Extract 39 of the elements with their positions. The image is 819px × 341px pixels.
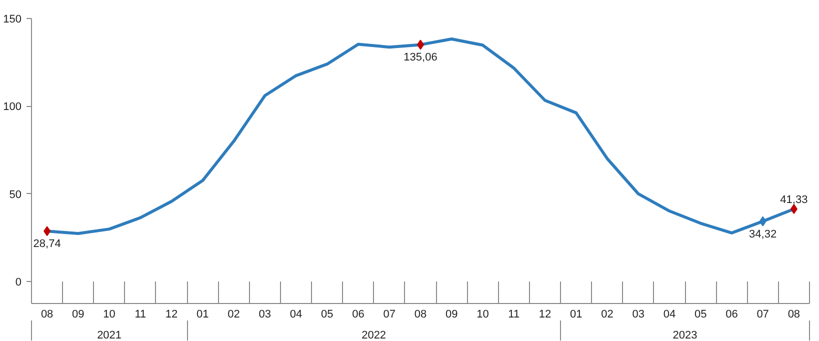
x-tick-label: 01 [196,308,209,320]
point [759,216,766,226]
data-label: 28,74 [33,238,61,250]
x-tick-label: 04 [663,308,676,320]
x-tick-label: 12 [165,308,178,320]
x-tick-label: 02 [601,308,614,320]
x-tick-label: 04 [290,308,302,320]
x-tick-label: 05 [694,308,707,320]
data-label: 135,06 [404,52,438,64]
x-tick-label: 07 [756,308,769,320]
x-tick-label: 05 [321,308,334,320]
x-tick-label: 08 [414,308,427,320]
point [790,204,798,214]
data-label: 41,33 [780,194,808,206]
x-tick-label: 01 [570,308,582,320]
x-tick-label: 03 [258,308,272,320]
y-tick-label: 150 [3,14,22,26]
x-tick-label: 08 [788,308,800,320]
text: 2023 [672,330,698,341]
x-tick-label: 06 [352,308,364,320]
x-tick-label: 09 [72,308,84,320]
x-tick-label: 10 [476,308,489,320]
x-tick-label: 09 [446,308,458,320]
y-tick-label: 0 [15,276,22,288]
x-tick-label: 02 [228,308,240,320]
x-tick-label: 07 [383,308,396,320]
data-label: 34,32 [749,228,777,240]
point [44,226,51,236]
x-tick-label: 10 [103,308,116,320]
x-tick-label: 08 [40,308,54,320]
x-tick-label: 11 [508,308,520,320]
y-tick-label: 50 [9,188,22,201]
y-tick-label: 100 [3,101,22,114]
x-tick-label: 03 [632,308,644,320]
x-tick-label: 11 [134,308,146,320]
x-tick-label: 06 [726,308,738,320]
text: 2021 [97,330,122,341]
x-tick-label: 12 [538,308,552,320]
text: 2022 [362,330,386,341]
